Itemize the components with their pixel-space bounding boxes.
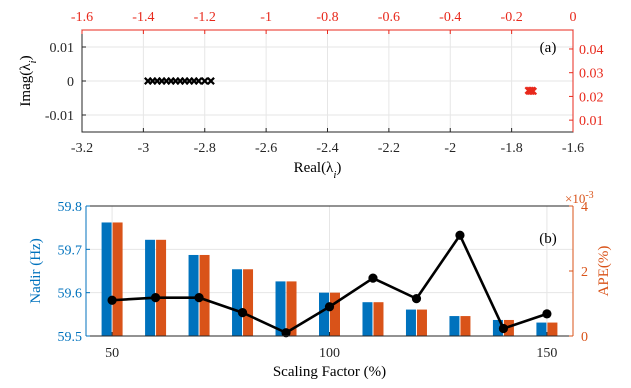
panel-a-right-tick-label: 0.02 [579, 90, 604, 105]
panel-a-ticks: -3.2 -3 -2.8 -2.6 -2.4 -2.2 -2 -1.8 -1.6 -0.01 0 0.… [45, 10, 604, 156]
panel-a-right-tick-label: 0.04 [579, 43, 604, 58]
panel-b-left-tick-label: 59.7 [58, 243, 83, 258]
panel-b-nadir-bar-orange [156, 239, 167, 336]
panel-a-label: (a) [540, 40, 557, 56]
panel-b-ape-point [150, 293, 161, 303]
panel-b-left-tick-label: 59.6 [58, 287, 83, 302]
panel-b-ticks: 50 100 150 59.5 59.6 59.7 59.8 0 2 4 [58, 200, 589, 361]
panel-b-label: (b) [539, 231, 557, 247]
panel-a-top-tick-label: -0.8 [316, 10, 338, 25]
panel-b-right-tick-label: 0 [581, 330, 588, 345]
panel-a-bottom-tick-label: -3.2 [71, 141, 93, 156]
panel-b-nadir-bar-blue [405, 309, 416, 336]
panel-b-right-axis-exponent: ×10-3 [565, 190, 594, 207]
panel-b-x-axis-label: Scaling Factor (%) [273, 364, 386, 380]
panel-a: -3.2 -3 -2.8 -2.6 -2.4 -2.2 -2 -1.8 -1.6 -0.01 0 0.… [18, 10, 604, 181]
panel-b-x-tick-label: 100 [319, 346, 340, 361]
panel-b-ape-point [237, 308, 248, 318]
panel-b-left-axis-label: Nadir (Hz) [28, 238, 44, 303]
panel-b-nadir-bar-blue [449, 316, 460, 336]
panel-b: 50 100 150 59.5 59.6 59.7 59.8 0 2 4 (b) Scaling … [28, 190, 612, 381]
panel-a-grid [81, 30, 574, 132]
panel-b-nadir-bar-blue [536, 322, 547, 336]
panel-a-eigenvalue-marker [200, 77, 209, 85]
panel-a-top-tick-label: 0 [570, 10, 577, 25]
panel-a-top-tick-label: -1.2 [194, 10, 216, 25]
panel-b-nadir-bar-blue [362, 302, 373, 336]
panel-a-top-tick-label: -0.4 [439, 10, 461, 25]
panel-b-x-tick-label: 50 [105, 346, 119, 361]
panel-b-nadir-bar-orange [416, 309, 427, 336]
panel-b-ape-point [107, 295, 117, 305]
panel-a-eigenvalue-marker-red [529, 87, 538, 96]
panel-a-x-axis-label: Real(λi) [294, 160, 342, 181]
panel-b-nadir-bar-orange [243, 269, 254, 336]
panel-b-x-tick-label: 150 [536, 346, 557, 361]
panel-b-nadir-bar-blue [188, 254, 199, 336]
panel-b-ape-point [498, 323, 509, 334]
panel-a-eigenvalue-marker [206, 77, 215, 85]
panel-a-bottom-tick-label: -1.8 [501, 141, 523, 156]
panel-a-bottom-tick-label: -2.6 [255, 141, 277, 156]
panel-b-ape-line [107, 230, 552, 338]
panel-a-bottom-tick-label: -2 [444, 141, 456, 156]
panel-b-nadir-bar-blue [275, 281, 286, 336]
panel-b-right-axis-label: APE(%) [596, 246, 612, 297]
panel-b-nadir-bar-orange [286, 281, 297, 336]
panel-a-markers [144, 77, 538, 96]
panel-a-y-axis-label: Imag(λi) [18, 55, 39, 106]
panel-b-nadir-bar-orange [199, 254, 210, 336]
panel-a-right-tick-label: 0.03 [579, 67, 604, 82]
panel-a-right-tick-label: 0.01 [579, 114, 604, 129]
panel-a-bottom-tick-label: -2.8 [194, 141, 216, 156]
panel-b-nadir-bar-blue [319, 292, 329, 336]
panel-b-nadir-bar-blue [101, 222, 112, 336]
panel-b-nadir-bar-orange [330, 292, 340, 336]
panel-a-left-tick-label: 0.01 [50, 41, 75, 56]
panel-b-ape-point [542, 309, 552, 319]
panel-b-right-tick-label: 2 [581, 265, 588, 280]
panel-a-top-tick-label: -1 [260, 10, 272, 25]
panel-a-bottom-tick-label: -2.4 [316, 141, 338, 156]
panel-b-nadir-bar-blue [232, 269, 243, 336]
panel-a-top-tick-label: -1.4 [132, 10, 154, 25]
panel-b-nadir-bar-orange [112, 222, 123, 336]
panel-b-nadir-bar-blue [492, 319, 503, 336]
panel-b-ape-point [324, 302, 335, 312]
panel-b-bars [101, 222, 558, 336]
panel-a-bottom-tick-label: -3 [138, 141, 150, 156]
panel-b-nadir-bar-orange [373, 302, 384, 336]
panel-a-top-tick-label: -0.6 [378, 10, 400, 25]
panel-a-eigenvalue-marker [194, 77, 203, 85]
panel-b-nadir-bar-blue [145, 239, 156, 336]
panel-b-ape-point [281, 328, 291, 338]
panel-a-top-tick-label: -1.6 [71, 10, 93, 25]
panel-a-left-tick-label: -0.01 [45, 109, 74, 124]
panel-a-top-tick-label: -0.2 [501, 10, 523, 25]
panel-b-ape-point [368, 273, 378, 283]
panel-b-ape-point [455, 230, 465, 240]
panel-a-bottom-tick-label: -2.2 [378, 141, 400, 156]
panel-b-right-tick-label: 4 [581, 200, 588, 215]
panel-b-left-tick-label: 59.5 [58, 330, 83, 345]
panel-b-ape-point [194, 293, 204, 303]
panel-b-ape-point [411, 294, 422, 304]
panel-a-bottom-tick-label: -1.6 [562, 141, 584, 156]
panel-b-left-tick-label: 59.8 [58, 200, 83, 215]
panel-b-nadir-bar-orange [460, 316, 471, 336]
panel-b-nadir-bar-orange [547, 322, 558, 336]
panel-a-left-tick-label: 0 [67, 75, 74, 90]
